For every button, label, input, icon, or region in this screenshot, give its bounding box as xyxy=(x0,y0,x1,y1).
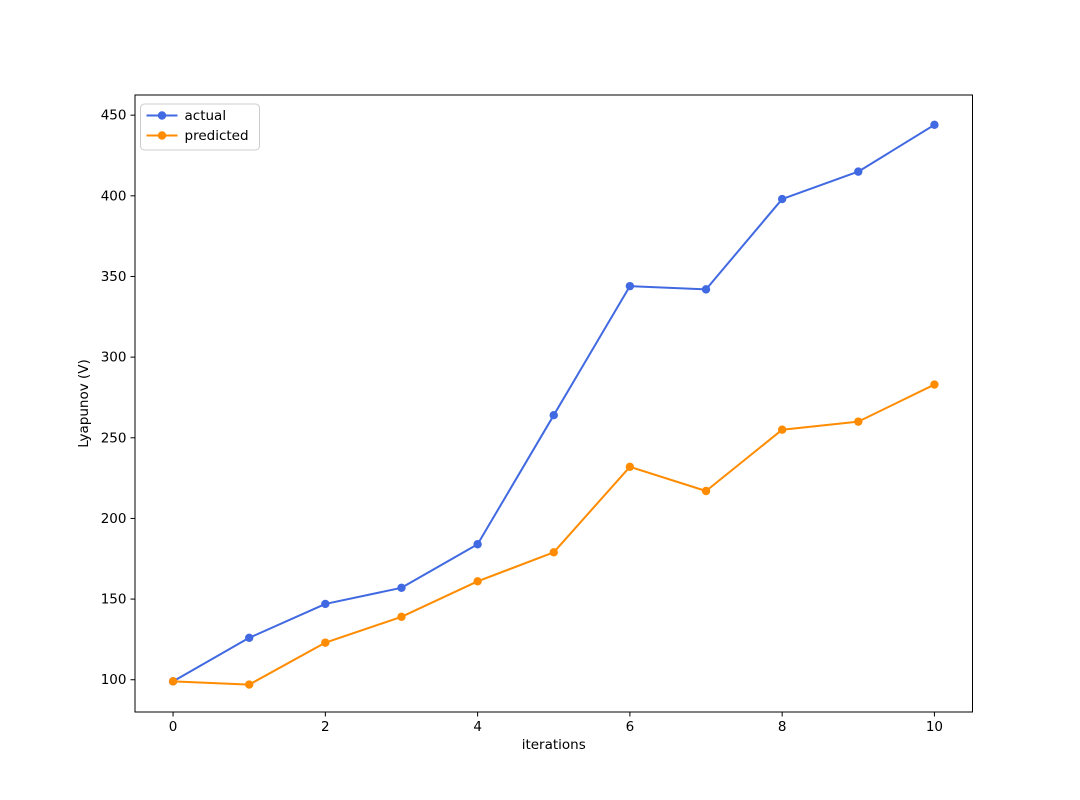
x-tick-label: 10 xyxy=(926,719,943,735)
data-point-predicted xyxy=(397,612,406,622)
y-axis-label: Lyapunov (V) xyxy=(76,359,92,448)
x-axis-label: iterations xyxy=(522,737,586,753)
data-point-actual xyxy=(625,281,635,291)
data-point-predicted xyxy=(625,462,635,472)
data-point-actual xyxy=(549,410,558,420)
data-point-actual xyxy=(777,194,787,204)
x-tick-label: 2 xyxy=(321,719,330,735)
data-point-predicted xyxy=(930,380,939,389)
y-tick-label: 100 xyxy=(101,672,127,688)
y-tick-label: 350 xyxy=(101,269,127,285)
y-tick-label: 300 xyxy=(101,350,127,366)
data-point-actual xyxy=(397,583,406,592)
y-tick-label: 250 xyxy=(101,430,127,446)
data-point-predicted xyxy=(245,680,254,689)
y-tick-label: 150 xyxy=(101,592,127,608)
legend-label-actual: actual xyxy=(185,108,227,124)
data-point-predicted xyxy=(321,638,330,647)
series-line-actual xyxy=(172,123,936,683)
data-point-actual xyxy=(854,167,863,176)
series-line-predicted xyxy=(172,383,936,686)
data-point-predicted xyxy=(549,548,558,557)
x-tick-label: 0 xyxy=(169,719,178,735)
data-point-predicted xyxy=(854,417,863,426)
x-tick-label: 6 xyxy=(626,719,635,735)
y-tick-label: 450 xyxy=(101,108,127,124)
legend-marker-actual xyxy=(157,111,167,120)
axes-frame xyxy=(134,94,973,713)
data-point-actual xyxy=(245,633,254,642)
data-point-actual xyxy=(930,120,939,130)
x-tick-label: 4 xyxy=(473,719,482,735)
y-tick-label: 200 xyxy=(101,511,127,527)
data-point-actual xyxy=(321,599,330,609)
y-tick-label: 400 xyxy=(101,188,127,204)
data-point-predicted xyxy=(473,577,482,586)
legend-label-predicted: predicted xyxy=(185,128,249,144)
data-point-predicted xyxy=(701,486,711,496)
data-point-actual xyxy=(701,285,711,294)
data-point-predicted xyxy=(777,425,787,434)
data-point-predicted xyxy=(168,677,178,686)
data-point-actual xyxy=(473,540,482,549)
x-tick-label: 8 xyxy=(778,719,787,735)
legend-marker-predicted xyxy=(157,131,167,140)
